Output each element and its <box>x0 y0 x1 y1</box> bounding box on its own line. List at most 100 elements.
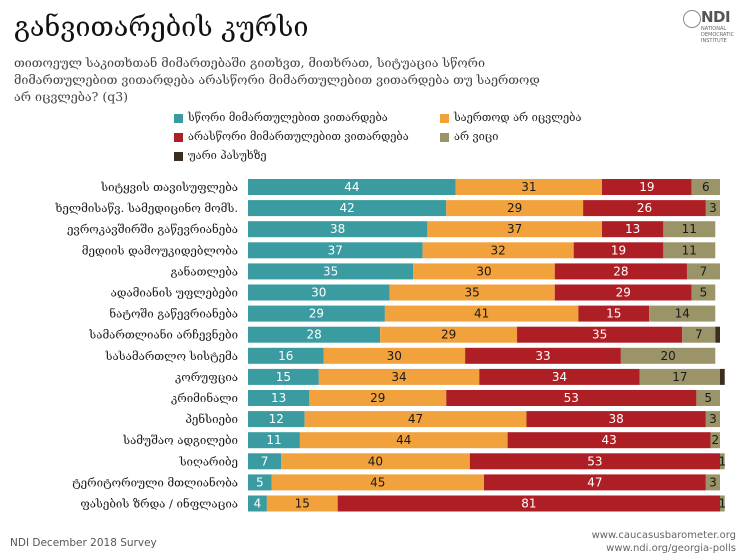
category-label: კორუფცია <box>175 370 238 384</box>
legend-swatch-3 <box>174 133 183 142</box>
bar-segment <box>248 179 456 195</box>
data-label: 53 <box>564 391 579 405</box>
data-label: 29 <box>309 307 324 321</box>
bar-segment <box>705 411 720 428</box>
bar-segment <box>248 305 385 322</box>
data-label: 35 <box>592 328 607 342</box>
data-label: 19 <box>611 243 626 257</box>
bar-segment <box>705 474 720 491</box>
data-label: 11 <box>266 433 281 447</box>
chart-title: განვითარების კურსი <box>14 12 309 43</box>
footer-link-ndi[interactable]: www.ndi.org/georgia-polls <box>606 543 736 554</box>
data-label: 16 <box>278 349 293 363</box>
logo-line-1: NATIONAL <box>701 26 727 32</box>
data-label: 26 <box>637 201 652 215</box>
data-label: 35 <box>465 286 480 300</box>
bar-segment <box>554 284 692 301</box>
data-label: 15 <box>276 370 291 384</box>
category-label: ხელმისაწვ. სამედიცინო მომს. <box>54 201 238 215</box>
logo-subtext: NATIONAL DEMOCRATIC INSTITUTE <box>701 26 741 44</box>
bar-segment <box>323 347 466 364</box>
bar-segment <box>281 453 470 470</box>
data-label: 44 <box>396 433 411 447</box>
data-label: 33 <box>535 349 550 363</box>
bar-segment <box>691 284 716 301</box>
bar-segment <box>304 411 527 428</box>
data-label: 5 <box>700 286 708 300</box>
data-label: 53 <box>587 454 602 468</box>
data-label: 11 <box>682 222 697 236</box>
category-label: სამუშაო ადგილები <box>122 433 238 447</box>
bar-segment <box>682 326 716 343</box>
data-label: 37 <box>507 222 522 236</box>
bar-segment <box>639 368 720 385</box>
footer-link-caucasusbarometer[interactable]: www.caucasusbarometer.org <box>591 530 736 541</box>
data-label: 4 <box>254 497 262 511</box>
legend-label-3: არასწორი მიმართულებით ვითარდება <box>188 130 409 143</box>
data-label: 28 <box>306 328 321 342</box>
data-label: 3 <box>709 475 717 489</box>
data-label: 3 <box>709 201 717 215</box>
data-label: 12 <box>269 412 284 426</box>
data-label: 40 <box>368 454 383 468</box>
bar-segment <box>526 411 706 428</box>
category-label: ტერიტორიული მთლიანობა <box>72 475 238 489</box>
footer-links: www.caucasusbarometer.org www.ndi.org/ge… <box>592 529 736 555</box>
data-label: 30 <box>387 349 402 363</box>
data-label: 42 <box>339 201 354 215</box>
bar-segment <box>583 200 706 217</box>
bar-segment <box>578 305 650 322</box>
bar-segment <box>455 179 602 195</box>
logo-line-2: DEMOCRATIC <box>701 32 735 38</box>
survey-source: NDI December 2018 Survey <box>10 537 157 549</box>
data-label: 13 <box>271 391 286 405</box>
data-label: 47 <box>587 475 602 489</box>
data-label: 35 <box>323 264 338 278</box>
bar-segment <box>484 474 706 491</box>
data-label: 30 <box>476 264 491 278</box>
category-label: სამართლიანი არჩევნები <box>88 328 238 342</box>
data-label: 5 <box>256 475 264 489</box>
bar-segment <box>705 200 720 217</box>
bar-segment <box>720 368 725 385</box>
logo-line-3: INSTITUTE <box>701 38 727 44</box>
bar-segment <box>248 221 428 238</box>
bar-segment <box>248 390 310 406</box>
bar-segment <box>686 263 720 280</box>
legend-label-1: სწორი მიმართულებით ვითარდება <box>188 111 388 124</box>
bar-segment <box>266 495 338 512</box>
category-label: სიღარიბე <box>179 454 238 468</box>
bar-segment <box>309 390 447 406</box>
legend-label-2: საერთოდ არ იცვლება <box>454 111 582 124</box>
bar-segment <box>715 326 720 343</box>
category-label: სიტყვის თავისუფლება <box>100 180 238 194</box>
bar-segment <box>663 221 716 238</box>
data-label: 20 <box>660 349 675 363</box>
bar-segment <box>691 179 720 195</box>
bar-segment <box>649 305 716 322</box>
data-label: 15 <box>606 307 621 321</box>
bar-segment <box>248 242 423 259</box>
legend-label-5: უარი პასუხზე <box>188 149 267 162</box>
bar-segment <box>720 453 725 470</box>
category-label: პენსიები <box>185 412 238 426</box>
data-label: 5 <box>704 391 712 405</box>
chart-subtitle: თითოეულ საკითხთან მიმართებაში გითხვთ, მი… <box>14 55 540 104</box>
data-label: 2 <box>711 433 719 447</box>
bar-segment <box>248 347 324 364</box>
data-label: 30 <box>311 286 326 300</box>
data-label: 31 <box>521 180 536 194</box>
data-label: 38 <box>330 222 345 236</box>
data-label: 29 <box>370 391 385 405</box>
bar-segment <box>422 242 574 259</box>
bar-segment <box>413 263 555 280</box>
bar-segment <box>248 411 305 428</box>
bar-segment <box>384 305 579 322</box>
bar-segment <box>517 326 683 343</box>
data-label: 47 <box>408 412 423 426</box>
bar-segment <box>602 221 664 238</box>
data-label: 34 <box>391 370 406 384</box>
category-label: ნატოში გაწევრიანება <box>109 307 238 321</box>
bar-segment <box>554 263 687 280</box>
data-label: 11 <box>682 243 697 257</box>
